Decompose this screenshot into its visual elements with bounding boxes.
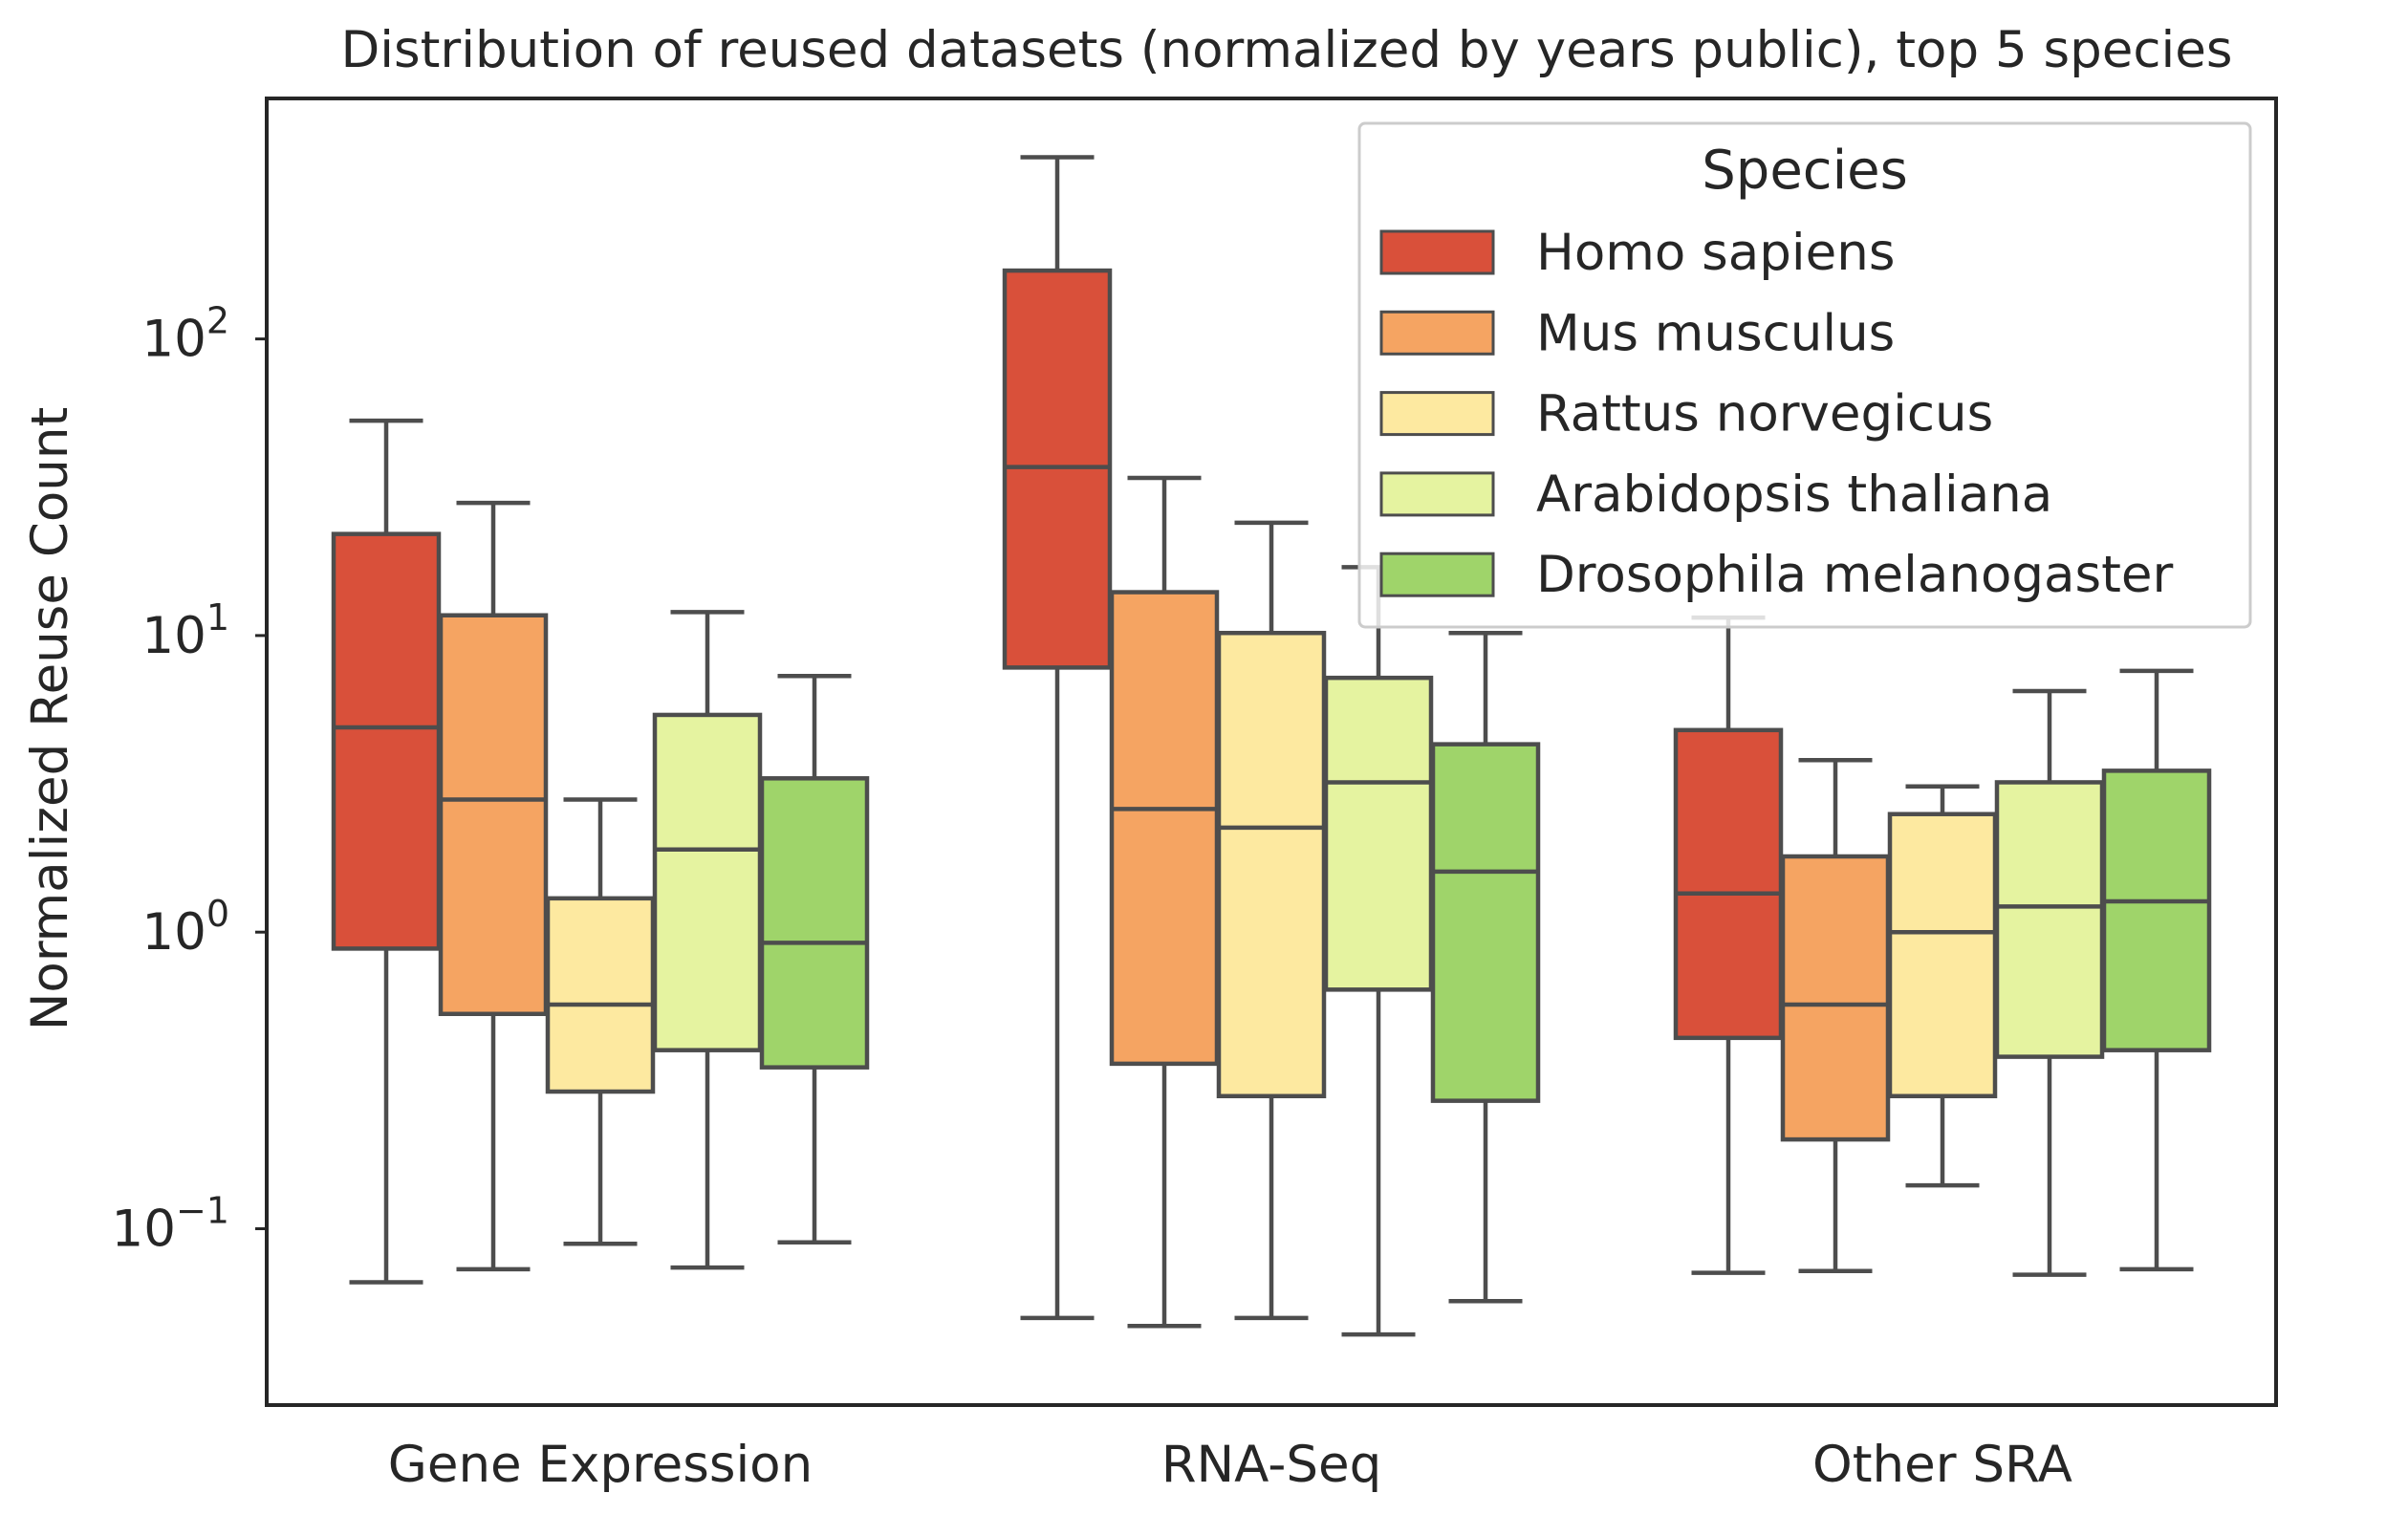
y-tick-label: 102	[141, 300, 229, 369]
legend-label: Arabidopsis thaliana	[1536, 465, 2052, 524]
box-iqr	[652, 712, 763, 1052]
plot-frame	[265, 97, 2278, 1407]
box-homo-sapiens	[1002, 155, 1113, 1321]
box-mus-musculus	[438, 500, 549, 1272]
box-iqr	[2101, 768, 2212, 1052]
box-iqr	[331, 531, 442, 951]
box-arabidopsis-thaliana	[1994, 688, 2105, 1277]
box-iqr	[1887, 812, 1998, 1098]
box-mus-musculus	[1109, 475, 1220, 1329]
box-iqr	[1216, 630, 1327, 1098]
legend-swatch	[1379, 391, 1495, 437]
box-rattus-norvegicus	[1216, 520, 1327, 1321]
legend-label: Rattus norvegicus	[1536, 385, 1993, 444]
box-mus-musculus	[1780, 758, 1891, 1274]
box-arabidopsis-thaliana	[1323, 565, 1434, 1337]
x-tick-label: Other SRA	[1812, 1436, 2072, 1494]
y-axis-label: Normalized Reuse Count	[21, 407, 79, 1031]
box-iqr	[1673, 727, 1784, 1041]
box-iqr	[545, 896, 656, 1094]
box-homo-sapiens	[331, 418, 442, 1285]
legend-swatch	[1379, 229, 1495, 275]
box-rattus-norvegicus	[1887, 784, 1998, 1188]
legend-label: Mus musculus	[1536, 304, 1895, 362]
y-tick-label: 101	[141, 596, 229, 665]
x-axis-ticks: Gene Expression RNA-Seq Other SRA	[388, 1436, 2072, 1494]
legend-label: Drosophila melanogaster	[1536, 546, 2173, 604]
y-tick-label: 10−1	[112, 1190, 229, 1259]
box-iqr	[1109, 590, 1220, 1067]
box-iqr	[1323, 675, 1434, 992]
box-iqr	[438, 613, 549, 1017]
box-drosophila-melanogaster	[1430, 630, 1541, 1304]
box-series-group	[331, 155, 2212, 1337]
y-tick-label: 100	[141, 893, 229, 962]
box-drosophila-melanogaster	[759, 674, 870, 1244]
x-tick-label: RNA-Seq	[1161, 1436, 1382, 1494]
box-iqr	[1994, 780, 2105, 1059]
box-iqr	[1780, 854, 1891, 1142]
x-tick-label: Gene Expression	[388, 1436, 813, 1494]
legend-swatch	[1379, 552, 1495, 597]
legend: Species Homo sapiens Mus musculus Rattus no…	[1357, 121, 2252, 629]
box-rattus-norvegicus	[545, 797, 656, 1246]
box-drosophila-melanogaster	[2101, 668, 2212, 1272]
legend-label: Homo sapiens	[1536, 224, 1895, 282]
legend-swatch	[1379, 471, 1495, 517]
box-homo-sapiens	[1673, 615, 1784, 1275]
box-iqr	[1430, 742, 1541, 1103]
legend-title: Species	[1702, 140, 1908, 202]
chart-title: Distribution of reused datasets (normali…	[341, 21, 2233, 79]
legend-box	[1357, 121, 2252, 629]
box-iqr	[759, 776, 870, 1070]
legend-swatch	[1379, 310, 1495, 356]
y-axis-ticks: 10−1 100 101 102	[112, 300, 267, 1259]
